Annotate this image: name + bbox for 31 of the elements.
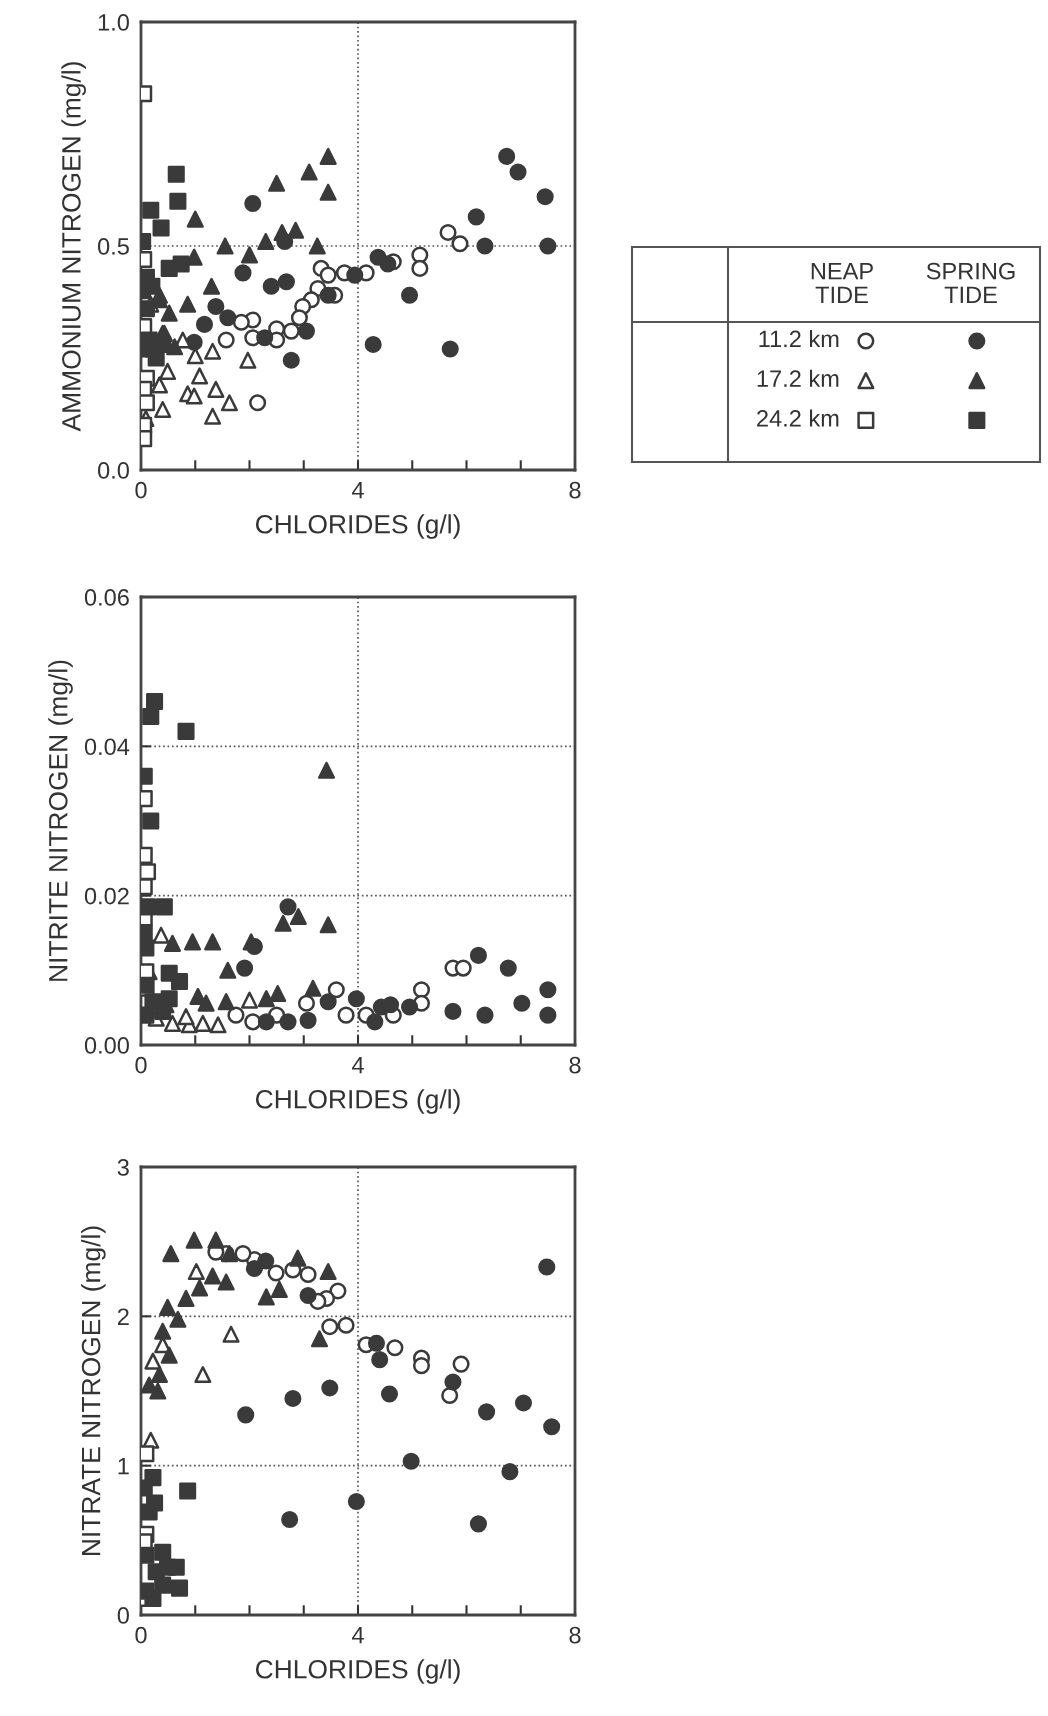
x-tick-label: 4 xyxy=(351,481,364,499)
y-tick-label: 0.04 xyxy=(84,738,130,756)
y-tick-label: 2 xyxy=(117,1308,129,1325)
x-axis-title: CHLORIDES (g/l) xyxy=(255,1659,460,1684)
y-tick-label: 1.0 xyxy=(98,14,129,31)
x-tick-label: 0 xyxy=(135,1626,147,1644)
y-tick-label: 0.02 xyxy=(84,887,129,905)
y-tick-label: 0.0 xyxy=(97,462,129,479)
legend-label: 11.2 km xyxy=(759,330,839,348)
legend-label: 17.2 km xyxy=(757,369,839,387)
x-axis-title: CHLORIDES (g/l) xyxy=(255,514,460,539)
text: SPRING TIDE xyxy=(926,262,1015,303)
legend-label: 24.2 km xyxy=(757,409,839,427)
y-tick-label: 0.00 xyxy=(84,1037,129,1054)
x-tick-label: 8 xyxy=(569,1056,581,1074)
x-axis-title: CHLORIDES (g/l) xyxy=(255,1089,460,1114)
y-tick-label: 1 xyxy=(118,1457,129,1475)
x-tick-label: 0 xyxy=(135,481,147,499)
text: NEAP TIDE xyxy=(811,263,873,303)
y-axis-title: NITRATE NITROGEN (mg/l) xyxy=(81,1226,106,1555)
y-tick-label: 0.06 xyxy=(84,589,129,606)
y-tick-label: 0.5 xyxy=(97,238,129,255)
x-tick-label: 8 xyxy=(569,481,581,499)
x-tick-label: 4 xyxy=(351,1626,364,1644)
y-tick-label: 3 xyxy=(117,1159,129,1176)
y-axis-title: AMMONIUM NITROGEN (mg/l) xyxy=(61,62,86,432)
x-tick-label: 8 xyxy=(569,1626,581,1644)
x-tick-label: 0 xyxy=(135,1056,147,1074)
x-tick-label: 4 xyxy=(351,1056,364,1074)
y-tick-label: 0 xyxy=(117,1607,129,1624)
y-axis-title: NITRITE NITROGEN (mg/l) xyxy=(48,660,73,981)
